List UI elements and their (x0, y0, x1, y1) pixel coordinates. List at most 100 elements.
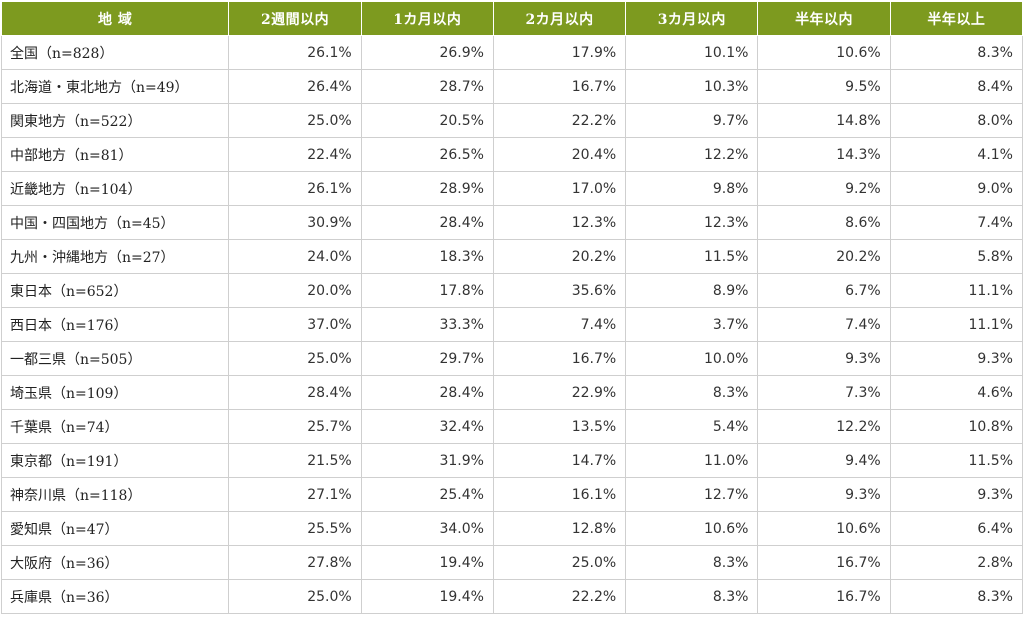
percentage-cell: 37.0% (228, 307, 362, 342)
percentage-cell: 12.3% (492, 205, 627, 240)
table-row: 全国（n=828） 26.1% 26.9% 17.9% 10.1% 10.6% 8.3% (0, 35, 1024, 70)
region-cell: 千葉県（n=74） (0, 409, 230, 444)
table-row: 神奈川県（n=118） 27.1% 25.4% 16.1% 12.7% 9.3% 9.3% (0, 477, 1024, 512)
percentage-cell: 14.8% (757, 103, 891, 138)
percentage-cell: 12.3% (625, 205, 759, 240)
percentage-cell: 8.6% (757, 205, 891, 240)
percentage-cell: 28.9% (360, 171, 494, 206)
percentage-cell: 9.4% (757, 443, 891, 478)
percentage-cell: 20.5% (360, 103, 494, 138)
percentage-cell: 19.4% (360, 579, 494, 614)
table-row: 兵庫県（n=36） 25.0% 19.4% 22.2% 8.3% 16.7% 8.3% (0, 579, 1024, 614)
percentage-cell: 33.3% (360, 307, 494, 342)
percentage-cell: 26.4% (228, 69, 362, 104)
percentage-cell: 8.4% (889, 69, 1024, 104)
region-cell: 中部地方（n=81） (0, 137, 230, 172)
percentage-cell: 28.4% (360, 205, 494, 240)
percentage-cell: 20.2% (757, 239, 891, 274)
percentage-cell: 26.1% (228, 35, 362, 70)
percentage-cell: 7.4% (889, 205, 1024, 240)
percentage-cell: 16.7% (757, 579, 891, 614)
percentage-cell: 9.5% (757, 69, 891, 104)
percentage-cell: 14.3% (757, 137, 891, 172)
percentage-cell: 20.0% (228, 273, 362, 308)
region-cell: 九州・沖縄地方（n=27） (0, 239, 230, 274)
percentage-cell: 9.3% (889, 477, 1024, 512)
percentage-cell: 17.8% (360, 273, 494, 308)
region-cell: 関東地方（n=522） (0, 103, 230, 138)
table-row: 北海道・東北地方（n=49） 26.4% 28.7% 16.7% 10.3% 9.5% 8.… (0, 69, 1024, 104)
percentage-cell: 10.6% (757, 35, 891, 70)
percentage-cell: 12.7% (625, 477, 759, 512)
percentage-cell: 9.3% (757, 341, 891, 376)
percentage-cell: 25.7% (228, 409, 362, 444)
region-cell: 北海道・東北地方（n=49） (0, 69, 230, 104)
percentage-cell: 22.9% (492, 375, 627, 410)
percentage-cell: 17.0% (492, 171, 627, 206)
region-cell: 兵庫県（n=36） (0, 579, 230, 614)
region-cell: 全国（n=828） (0, 35, 230, 70)
percentage-cell: 27.1% (228, 477, 362, 512)
percentage-cell: 17.9% (492, 35, 627, 70)
table-row: 東日本（n=652） 20.0% 17.8% 35.6% 8.9% 6.7% 11.1% (0, 273, 1024, 308)
percentage-cell: 27.8% (228, 545, 362, 580)
table-row: 近畿地方（n=104） 26.1% 28.9% 17.0% 9.8% 9.2% 9.0% (0, 171, 1024, 206)
header-2-weeks: 2週間以内 (228, 1, 362, 36)
percentage-cell: 7.4% (492, 307, 627, 342)
percentage-cell: 8.3% (625, 545, 759, 580)
percentage-cell: 25.0% (492, 545, 627, 580)
percentage-cell: 26.1% (228, 171, 362, 206)
percentage-cell: 13.5% (492, 409, 627, 444)
percentage-cell: 20.2% (492, 239, 627, 274)
percentage-cell: 35.6% (492, 273, 627, 308)
percentage-cell: 7.3% (757, 375, 891, 410)
percentage-cell: 11.5% (625, 239, 759, 274)
percentage-cell: 26.5% (360, 137, 494, 172)
region-cell: 神奈川県（n=118） (0, 477, 230, 512)
percentage-cell: 31.9% (360, 443, 494, 478)
percentage-cell: 3.7% (625, 307, 759, 342)
percentage-cell: 21.5% (228, 443, 362, 478)
table-row: 千葉県（n=74） 25.7% 32.4% 13.5% 5.4% 12.2% 10.8% (0, 409, 1024, 444)
region-cell: 中国・四国地方（n=45） (0, 205, 230, 240)
table-row: 関東地方（n=522） 25.0% 20.5% 22.2% 9.7% 14.8% 8.0% (0, 103, 1024, 138)
percentage-cell: 9.7% (625, 103, 759, 138)
percentage-cell: 14.7% (492, 443, 627, 478)
percentage-cell: 8.3% (889, 579, 1024, 614)
percentage-cell: 25.4% (360, 477, 494, 512)
percentage-cell: 16.7% (757, 545, 891, 580)
region-cell: 大阪府（n=36） (0, 545, 230, 580)
table-row: 埼玉県（n=109） 28.4% 28.4% 22.9% 8.3% 7.3% 4.6% (0, 375, 1024, 410)
percentage-cell: 9.3% (889, 341, 1024, 376)
region-cell: 近畿地方（n=104） (0, 171, 230, 206)
percentage-cell: 10.1% (625, 35, 759, 70)
percentage-cell: 10.3% (625, 69, 759, 104)
region-cell: 西日本（n=176） (0, 307, 230, 342)
percentage-cell: 22.4% (228, 137, 362, 172)
percentage-cell: 34.0% (360, 511, 494, 546)
header-region: 地 域 (0, 1, 230, 36)
percentage-cell: 8.9% (625, 273, 759, 308)
table-header: 地 域 2週間以内 1カ月以内 2カ月以内 3カ月以内 半年以内 半年以上 (0, 1, 1024, 36)
percentage-cell: 16.1% (492, 477, 627, 512)
percentage-cell: 20.4% (492, 137, 627, 172)
percentage-cell: 16.7% (492, 341, 627, 376)
percentage-cell: 9.2% (757, 171, 891, 206)
percentage-cell: 8.3% (625, 375, 759, 410)
table-row: 中国・四国地方（n=45） 30.9% 28.4% 12.3% 12.3% 8.6% 7.4… (0, 205, 1024, 240)
percentage-cell: 10.6% (757, 511, 891, 546)
percentage-cell: 11.5% (889, 443, 1024, 478)
percentage-cell: 18.3% (360, 239, 494, 274)
percentage-cell: 9.0% (889, 171, 1024, 206)
percentage-cell: 28.4% (360, 375, 494, 410)
percentage-cell: 8.0% (889, 103, 1024, 138)
percentage-cell: 12.2% (757, 409, 891, 444)
percentage-cell: 6.4% (889, 511, 1024, 546)
percentage-cell: 4.1% (889, 137, 1024, 172)
header-2-months: 2カ月以内 (492, 1, 627, 36)
percentage-cell: 10.0% (625, 341, 759, 376)
percentage-cell: 11.1% (889, 273, 1024, 308)
percentage-cell: 32.4% (360, 409, 494, 444)
table-body: 全国（n=828） 26.1% 26.9% 17.9% 10.1% 10.6% 8.3% 北海… (0, 35, 1024, 614)
table-row: 九州・沖縄地方（n=27） 24.0% 18.3% 20.2% 11.5% 20.2% 5.… (0, 239, 1024, 274)
